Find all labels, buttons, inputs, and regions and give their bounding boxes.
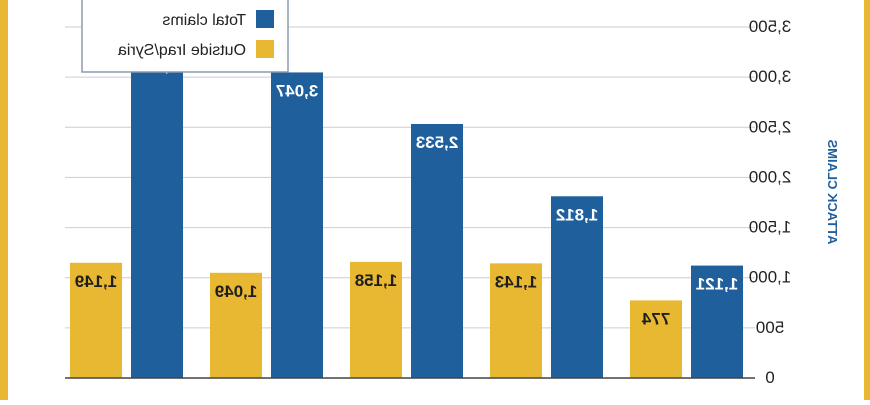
bar-outside-iraq-syria <box>210 272 262 378</box>
data-label-outside-iraq-syria: 1,143 <box>495 272 538 291</box>
bar-total-claims <box>271 72 323 378</box>
legend-label-outside-iraq-syria: Outside Iraq/Syria <box>118 42 246 59</box>
bar-total-claims <box>691 265 743 378</box>
data-label-outside-iraq-syria: 1,049 <box>215 282 258 301</box>
bar-outside-iraq-syria <box>350 261 402 378</box>
data-label-total-claims: 2,533 <box>416 133 459 152</box>
bars <box>70 46 743 379</box>
right-page-edge <box>864 0 870 400</box>
legend-swatch-total-claims <box>256 10 274 28</box>
legend-swatch-outside-iraq-syria <box>256 40 274 58</box>
y-tick-label: 2,500 <box>749 117 792 136</box>
legend-label-total-claims: Total claims <box>162 12 246 29</box>
data-label-total-claims: 1,121 <box>696 275 739 294</box>
legend-box <box>81 0 289 73</box>
bar-total-claims <box>131 46 183 379</box>
y-tick-label: 500 <box>756 318 784 337</box>
bar-outside-iraq-syria <box>490 263 542 378</box>
data-label-outside-iraq-syria: 774 <box>641 309 670 328</box>
data-label-total-claims: 3,047 <box>276 81 319 100</box>
y-tick-label: 1,000 <box>749 268 792 287</box>
left-page-edge <box>0 0 8 400</box>
bar-total-claims <box>411 123 463 378</box>
y-tick-label: 3,500 <box>749 17 792 36</box>
bar-outside-iraq-syria <box>70 262 122 378</box>
legend: Total claims Outside Iraq/Syria <box>81 0 289 73</box>
y-tick-label: 3,000 <box>749 67 792 86</box>
data-label-total-claims: 1,812 <box>556 205 599 224</box>
y-axis-title: ATTACK CLAIMS <box>825 139 840 244</box>
data-label-outside-iraq-syria: 1,149 <box>75 272 118 291</box>
y-tick-label: 2,000 <box>749 167 792 186</box>
bar-total-claims <box>551 196 603 378</box>
data-label-outside-iraq-syria: 1,158 <box>355 271 398 290</box>
bar-outside-iraq-syria <box>630 300 682 378</box>
y-tick-label: 0 <box>765 368 774 387</box>
gridlines <box>65 26 755 329</box>
y-tick-label: 1,500 <box>749 218 792 237</box>
y-axis-ticks: 0 500 1,000 1,500 2,000 2,500 3,000 3,500 <box>749 17 792 387</box>
